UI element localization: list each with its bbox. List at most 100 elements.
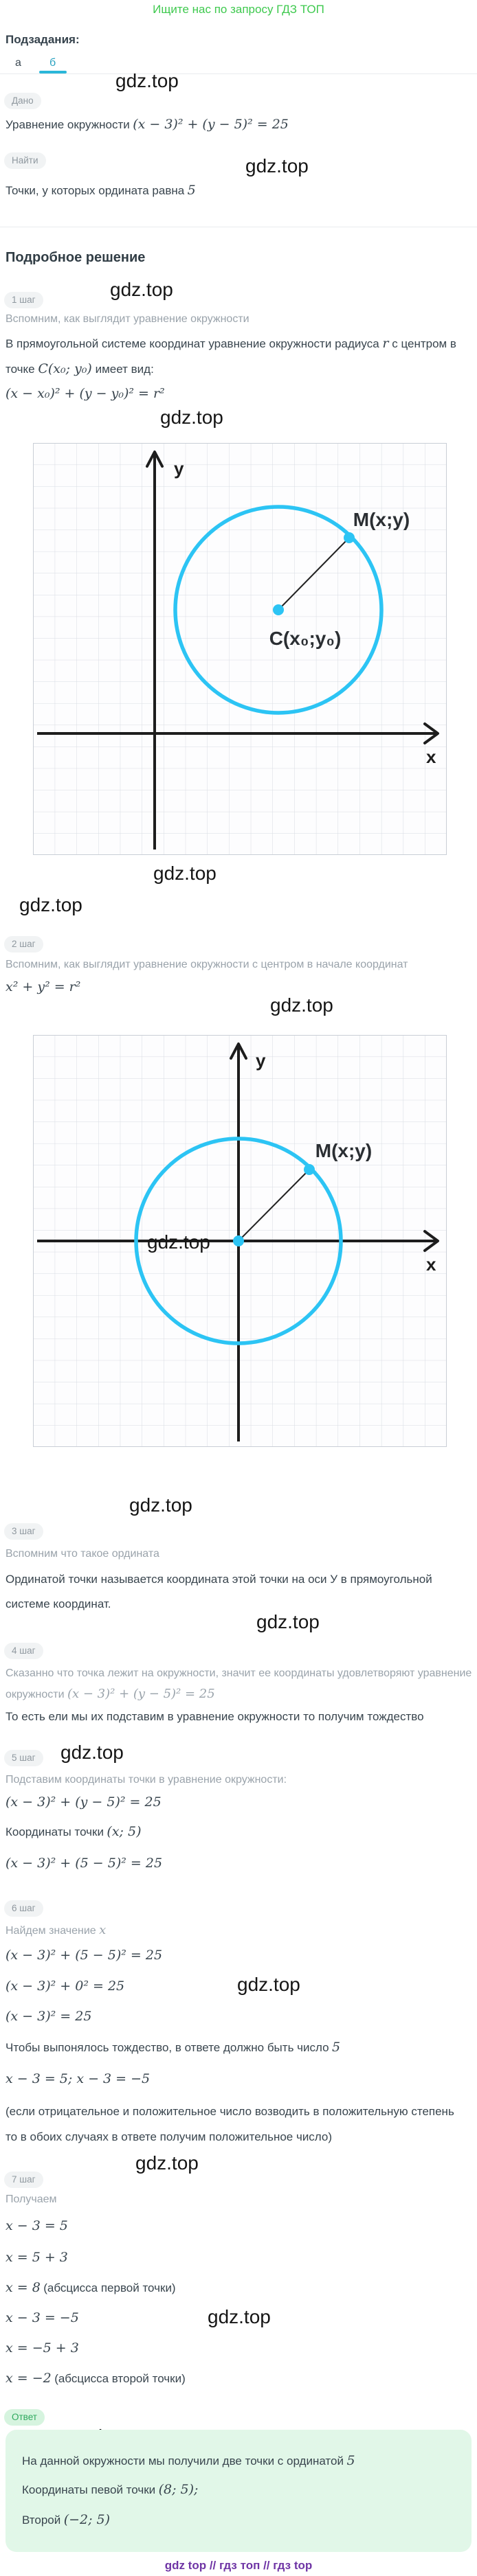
watermark: gdz.top [208,2306,271,2327]
find-badge: Найти [4,152,46,169]
find-line: Точки, у которых ордината равна 5 [5,183,196,198]
step1-text: В прямоугольной системе координат уравне… [5,336,456,376]
origin-point [233,1235,244,1246]
radius-line [278,537,350,611]
step1-formula: (x − x₀)² + (y − y₀)² = r² [5,386,165,401]
step7-formula3-note: (абсцисса первой точки) [43,2281,176,2294]
step3-badge: 3 шаг [4,1523,43,1540]
step5-coords-line: Координаты точки (x; 5) [5,1824,142,1839]
divider [0,73,477,74]
promo-link[interactable]: Ищите нас по запросу ГДЗ ТОП [153,3,324,16]
step4-text: То есть ели мы их подставим в уравнение … [5,1710,424,1723]
grid-lines [33,443,447,855]
step4-hint: Сказанно что точка лежит на окружности, … [5,1667,472,1701]
answer-line3: Второй (−2; 5) [22,2512,111,2527]
step7-formula5: x = −5 + 3 [5,2340,79,2356]
circle [173,505,384,715]
step7-formula4: x − 3 = −5 [5,2310,79,2325]
step7-formula6-line: x = −2 (абсцисса второй точки) [5,2371,186,2386]
radius-line [238,1169,310,1242]
watermark: gdz.top [110,279,173,300]
active-tab-underline [39,71,67,73]
step7-formula3-line: x = 8 (абсцисса первой точки) [5,2280,176,2295]
watermark: gdz.top [256,1611,320,1632]
step2-formula: x² + y² = r² [5,979,81,994]
answer-line3-math: (−2; 5) [63,2512,111,2527]
step3-hint: Вспомним что такое ордината [5,1548,159,1560]
subtasks-label: Подзадания: [5,33,80,46]
find-value: 5 [187,183,196,198]
watermark: gdz.top [245,155,309,176]
watermark: gdz.top [153,863,217,884]
watermark: gdz.top [135,2152,199,2174]
given-line: Уравнение окружности (x − 3)² + (y − 5)²… [5,117,289,132]
var-c: C(x₀; y₀) [38,361,92,376]
tab-b[interactable]: б [49,57,56,69]
answer-line1-value: 5 [346,2453,355,2468]
step6-formula3: (x − 3)² = 25 [5,2009,92,2024]
find-text: Точки, у которых ордината равна [5,184,185,197]
footer-links[interactable]: gdz top // гдз топ // гдз top [164,2559,313,2572]
step4-badge: 4 шаг [4,1643,43,1659]
y-axis-arrow-icon [230,1042,247,1060]
answer-line1: На данной окружности мы получили две точ… [22,2453,355,2468]
circle [134,1137,343,1345]
step6-hint-var: x [99,1923,107,1937]
point-m [304,1164,315,1175]
watermark: gdz.top [270,994,333,1016]
step2-hint: Вспомним, как выглядит уравнение окружно… [5,959,408,970]
step6-text1: Чтобы выпонялось тождество, в ответе дол… [5,2040,341,2055]
step6-text1-value: 5 [332,2040,341,2055]
point-m-label: M(x;y) [315,1140,372,1161]
step2-badge: 2 шаг [4,936,43,953]
step6-formula2: (x − 3)² + 0² = 25 [5,1979,125,1994]
step3-text: Ординатой точки называется координата эт… [5,1573,432,1610]
step7-hint: Получаем [5,2193,57,2205]
graph-circle-center-c: y x M(x;y) C(x₀;y₀) [33,443,447,855]
step6-note: (если отрицательное и положительное числ… [5,2105,454,2143]
x-axis-arrow-icon [423,1230,439,1252]
y-axis-label: y [174,458,184,479]
y-axis-arrow-icon [146,451,164,468]
answer-box [5,2430,472,2552]
watermark: gdz.top [147,1231,210,1253]
step7-badge: 7 шаг [4,2172,43,2188]
x-axis-label: x [426,1254,436,1275]
watermark: gdz.top [160,407,223,428]
given-text: Уравнение окружности [5,118,130,131]
center-label: C(x₀;y₀) [269,628,342,649]
step7-formula6-note: (абсцисса второй точки) [54,2372,186,2385]
step7-formula2: x = 5 + 3 [5,2250,68,2265]
step6-hint: Найдем значение x [5,1923,107,1937]
watermark: gdz.top [19,894,82,915]
coords-text: Координаты точки [5,1825,104,1838]
answer-badge: Ответ [4,2409,45,2426]
answer-line2: Координаты певой точки (8; 5); [22,2482,199,2497]
coords-math: (x; 5) [107,1824,142,1839]
center-point [273,604,284,615]
watermark: gdz.top [115,70,179,91]
point-m [344,532,355,543]
step5-formula1: (x − 3)² + (y − 5)² = 25 [5,1794,162,1810]
step6-formula1: (x − 3)² + (5 − 5)² = 25 [5,1948,163,1963]
step4-hint-formula: (x − 3)² + (y − 5)² = 25 [67,1687,215,1701]
watermark: gdz.top [237,1974,300,1995]
step1-hint: Вспомним, как выглядит уравнение окружно… [5,313,249,325]
step1-badge: 1 шаг [4,292,43,308]
answer-line2-math: (8; 5); [158,2482,199,2497]
step5-badge: 5 шаг [4,1750,43,1766]
tab-a[interactable]: а [15,57,21,69]
given-badge: Дано [4,93,41,109]
x-axis-label: x [426,746,436,767]
graph-circle-origin: y x M(x;y) gdz.top [33,1035,447,1447]
step5-formula2: (x − 3)² + (5 − 5)² = 25 [5,1856,163,1871]
step7-formula1: x − 3 = 5 [5,2218,68,2233]
watermark: gdz.top [129,1494,192,1516]
var-r: r [382,336,389,351]
watermark: gdz.top [60,1742,124,1763]
given-formula: (x − 3)² + (y − 5)² = 25 [133,117,289,132]
point-m-label: M(x;y) [353,509,410,530]
solution-title: Подробное решение [5,250,146,265]
step6-badge: 6 шаг [4,1900,43,1917]
